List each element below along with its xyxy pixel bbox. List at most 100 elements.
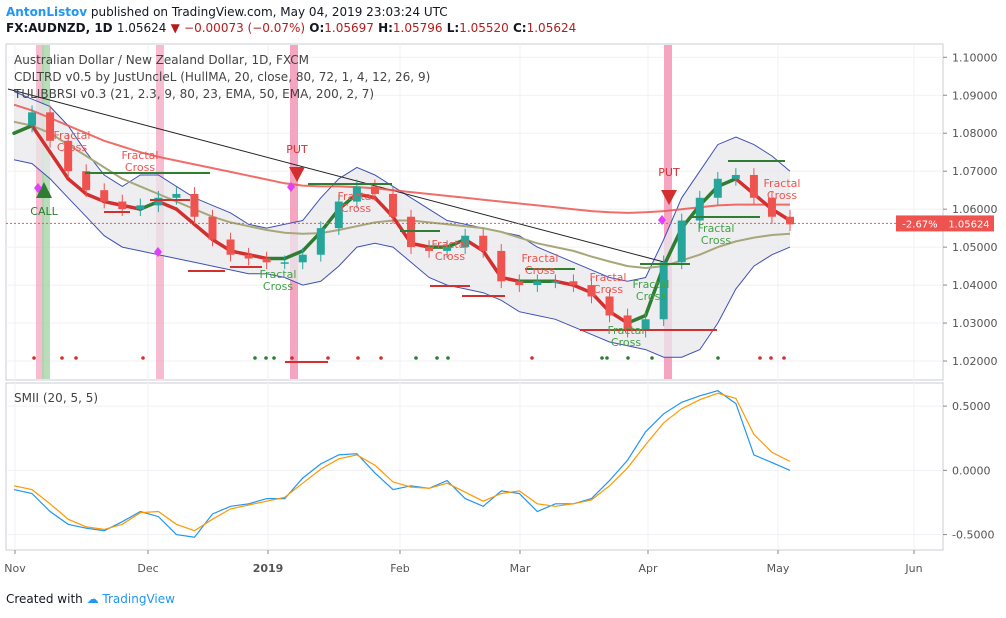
price-change-badge (896, 215, 944, 232)
symbol-label: FX:AUDNZD, 1D (6, 21, 113, 35)
fractal-label: Fractal (764, 177, 801, 190)
signal-dot-green (716, 356, 720, 360)
x-tick-label: 2019 (253, 562, 284, 575)
hull-ma-segment (12, 123, 34, 135)
y-tick-label: 1.07000 (952, 165, 998, 178)
candle-body (713, 178, 722, 198)
signal-diamond-icon (34, 183, 42, 193)
candle-body (425, 247, 434, 251)
close-value: 1.05624 (526, 21, 577, 35)
signal-diamond-icon (287, 182, 295, 192)
signal-diamond-icon (154, 247, 162, 257)
signal-dot-red (530, 356, 534, 360)
publish-header: AntonListov published on TradingView.com… (6, 5, 448, 19)
cross-label: Cross (435, 250, 465, 263)
x-tick-label: Nov (4, 562, 26, 575)
signal-dot-green (253, 356, 257, 360)
candle-body (749, 174, 758, 198)
signal-dot-red (769, 356, 773, 360)
open-value: 1.05697 (324, 21, 374, 35)
legend-tulibbrsi[interactable]: TULIBBRSI v0.3 (21, 2.3, 9, 80, 23, EMA,… (14, 87, 375, 101)
fractal-label: Fractal (54, 129, 91, 142)
put-arrow-icon (289, 167, 305, 182)
signal-dot-green (446, 356, 450, 360)
ema200-line (13, 103, 790, 214)
last-price-badge (944, 215, 994, 232)
smii-pane[interactable] (5, 382, 944, 551)
hull-ma-segment (66, 177, 88, 196)
bollinger-lower-line (13, 159, 791, 358)
y-tick-label: 1.09000 (952, 89, 998, 102)
fractal-label: Fractal (338, 190, 375, 203)
put-arrow-icon (661, 190, 677, 205)
hull-ma-segment (174, 207, 197, 227)
signal-dot-red (60, 356, 64, 360)
last-price-badge-text: 1.05624 (948, 219, 989, 230)
candle-body (443, 247, 452, 251)
author-link[interactable]: AntonListov (6, 5, 88, 19)
put-label: PUT (286, 143, 308, 156)
publish-info: published on TradingView.com, May 04, 20… (90, 5, 448, 19)
hull-ma-segment (30, 123, 52, 154)
legend-smii[interactable]: SMII (20, 5, 5) (14, 391, 99, 405)
y-tick-label: 1.02000 (952, 355, 998, 368)
fractal-label: Fractal (698, 222, 735, 235)
candle-body (605, 296, 614, 316)
candle-body (641, 319, 650, 331)
change-down-icon: ▼ (170, 21, 180, 35)
cross-label: Cross (767, 189, 797, 202)
signal-dot-red (758, 356, 762, 360)
fractal-label: Fractal (608, 324, 645, 337)
candle-body (551, 281, 560, 283)
signal-diamond-icon (658, 215, 666, 225)
candle-body (659, 262, 668, 320)
symbol-header: FX:AUDNZD, 1D 1.05624 ▼ −0.00073 (−0.07%… (6, 21, 576, 35)
call-label: CALL (30, 205, 58, 218)
legend-cdltrd[interactable]: CDLTRD v0.5 by JustUncleL (HullMA, 20, c… (14, 70, 431, 84)
x-axis[interactable]: Nov Dec 2019 Feb Mar Apr May Jun (4, 550, 923, 575)
footer: Created with ☁ TradingView (6, 592, 175, 606)
cross-label: Cross (263, 280, 293, 293)
y-tick-label: 1.04000 (952, 279, 998, 292)
signal-dot-green (626, 356, 630, 360)
signal-dot-red (356, 356, 360, 360)
smii-tick-label: -0.5000 (952, 529, 994, 542)
y-tick-label: 1.10000 (952, 51, 998, 64)
y-axis[interactable]: 1.02000 1.03000 1.04000 1.05000 1.06000 1.070… (896, 51, 998, 542)
price-change-badge-text: -2.67% (902, 219, 937, 230)
x-tick-label: Feb (390, 562, 409, 575)
candle-body (226, 239, 235, 255)
candle-body (461, 235, 470, 248)
candle-body (172, 193, 181, 198)
y-tick-label: 1.08000 (952, 127, 998, 140)
y-tick-label: 1.03000 (952, 317, 998, 330)
legend-symbol: Australian Dollar / New Zealand Dollar, … (14, 53, 310, 67)
candle-body (515, 281, 524, 286)
cross-label: Cross (57, 141, 87, 154)
footer-created: Created with (6, 592, 83, 606)
candle-body (136, 205, 145, 210)
footer-brand[interactable]: TradingView (102, 592, 175, 606)
candle-body (334, 201, 343, 229)
candle-body (244, 254, 253, 259)
high-label: H: (378, 21, 393, 35)
signal-dot-green (264, 356, 268, 360)
cross-label: Cross (525, 264, 555, 277)
price-change: −0.00073 (−0.07%) (184, 21, 306, 35)
signal-dot-red (290, 356, 294, 360)
call-arrow-icon (36, 182, 52, 198)
tradingview-logo-icon: ☁ (86, 592, 99, 606)
fractal-label: Fractal (633, 278, 670, 291)
x-tick-label: Mar (510, 562, 531, 575)
candles (28, 105, 794, 338)
signal-dot-green (650, 356, 654, 360)
x-tick-label: Jun (904, 562, 922, 575)
fractal-label: Fractal (522, 252, 559, 265)
y-tick-label: 1.06000 (952, 203, 998, 216)
candle-body (154, 197, 163, 206)
candle-body (298, 254, 307, 263)
candle-body (767, 197, 776, 217)
candle-body (46, 112, 55, 141)
fractal-label: Fractal (260, 268, 297, 281)
